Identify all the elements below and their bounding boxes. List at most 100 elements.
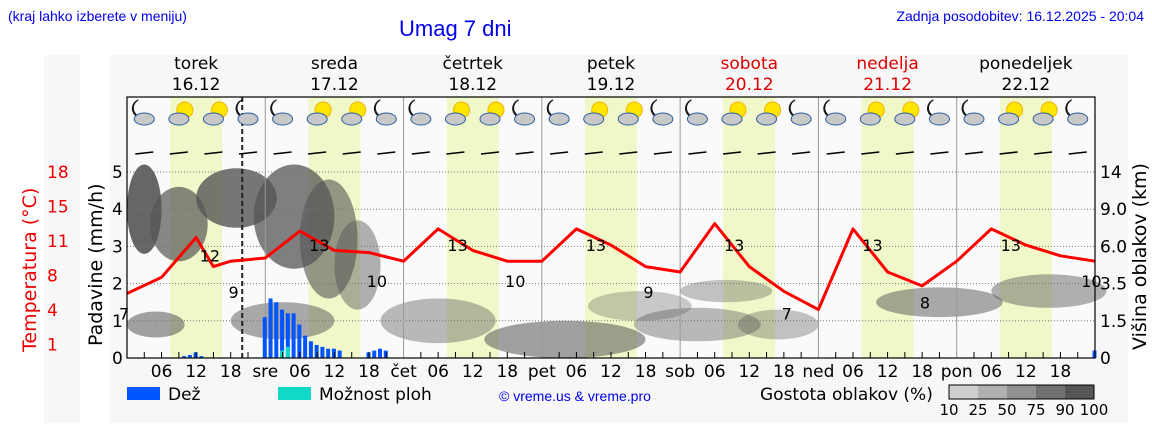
cloud-icon xyxy=(479,112,501,126)
cloud-icon xyxy=(583,112,605,126)
temperature-label: 7 xyxy=(119,304,129,323)
hour-tick: 06 xyxy=(842,362,864,382)
cloud-density-scale-tick: 75 xyxy=(1026,401,1045,419)
temperature-label: 8 xyxy=(920,294,930,313)
cloud-icon xyxy=(237,112,259,126)
hour-tick: 12 xyxy=(324,362,346,382)
temperature-label: 7 xyxy=(782,304,792,323)
cloud-density-scale-tick: 25 xyxy=(968,401,987,419)
precip-tick: 1 xyxy=(112,312,123,332)
rain-bar xyxy=(320,346,325,358)
page-title: Umag 7 dni xyxy=(399,16,512,41)
rain-bar xyxy=(291,313,296,358)
wind-barb-icon xyxy=(1034,151,1053,155)
day-date: 19.12 xyxy=(587,75,636,95)
wind-barb-icon xyxy=(169,151,188,155)
showers-legend-label: Možnost ploh xyxy=(319,385,432,405)
cloud-density-swatch xyxy=(1036,385,1065,399)
cloud-height-axis-title: Višina oblakov (km) xyxy=(1129,163,1151,350)
cloud-height-tick: 6.0 xyxy=(1100,237,1127,257)
copyright-text: © vreme.us & vreme.pro xyxy=(499,388,651,404)
wind-barb-icon xyxy=(273,151,292,155)
rain-bar xyxy=(187,355,192,358)
hour-tick: 18 xyxy=(635,362,657,382)
daylight-band xyxy=(585,97,637,358)
day-name: četrtek xyxy=(442,54,503,74)
day-name: nedelja xyxy=(856,54,918,74)
day-date: 18.12 xyxy=(448,75,497,95)
rain-bar xyxy=(337,350,342,358)
precip-tick: 2 xyxy=(112,275,123,295)
hour-tick: 12 xyxy=(1015,362,1037,382)
cloud-icon xyxy=(894,112,916,126)
precip-tick: 3 xyxy=(112,237,123,257)
precip-tick: 0 xyxy=(112,349,123,369)
cloud-density-swatch xyxy=(949,385,978,399)
rain-bar xyxy=(378,348,383,358)
hour-tick: 18 xyxy=(358,362,380,382)
cloud-height-tick: 3.5 xyxy=(1100,275,1127,295)
cloud-patch xyxy=(484,320,646,358)
temperature-axis-title: Temperatura (°C) xyxy=(19,188,41,353)
temperature-label: 13 xyxy=(862,236,882,255)
rain-bar xyxy=(274,302,279,358)
cloud-density-scale-tick: 50 xyxy=(997,401,1016,419)
day-date: 17.12 xyxy=(310,75,359,95)
cloud-density-swatch xyxy=(978,385,1007,399)
cloud-icon xyxy=(410,112,432,126)
day-name: ponedeljek xyxy=(979,54,1073,74)
cloud-icon xyxy=(928,112,950,126)
wind-barb-icon xyxy=(688,151,707,155)
hour-tick: 12 xyxy=(462,362,484,382)
daylight-band xyxy=(999,97,1052,358)
cloud-icon xyxy=(652,112,674,126)
temperature-label: 9 xyxy=(643,283,653,302)
cloud-patch xyxy=(634,307,761,342)
rain-bar xyxy=(262,317,267,358)
wind-barb-icon xyxy=(861,151,880,155)
cloud-patch xyxy=(587,291,692,321)
cloud-icon xyxy=(306,112,328,126)
day-abbr-tick: ned xyxy=(802,362,834,382)
day-date: 20.12 xyxy=(725,75,774,95)
cloud-icon xyxy=(790,112,812,126)
cloud-density-scale-tick: 10 xyxy=(939,401,958,419)
cloud-icon xyxy=(341,112,363,126)
rain-bar xyxy=(285,313,290,358)
temperature-label: 12 xyxy=(200,247,220,266)
day-date: 22.12 xyxy=(1002,75,1051,95)
wind-barb-icon xyxy=(515,151,534,155)
temperature-label: 9 xyxy=(228,283,238,302)
hour-tick: 12 xyxy=(877,362,899,382)
hour-tick: 18 xyxy=(496,362,518,382)
hour-tick: 06 xyxy=(427,362,449,382)
cloud-density-swatch xyxy=(1065,385,1094,399)
day-name: sobota xyxy=(721,54,779,74)
rain-legend-label: Dež xyxy=(168,385,201,405)
cloud-density-swatch xyxy=(1007,385,1036,399)
temperature-label: 13 xyxy=(586,236,606,255)
temp-tick: 15 xyxy=(47,198,69,218)
wind-barb-icon xyxy=(584,151,603,155)
cloud-height-tick: 9.0 xyxy=(1100,200,1127,220)
cloud-icon xyxy=(998,112,1020,126)
rain-bar xyxy=(199,356,204,358)
rain-bar xyxy=(326,348,331,358)
cloud-icon xyxy=(756,112,778,126)
hour-tick: 12 xyxy=(738,362,760,382)
cloud-icon xyxy=(202,112,224,126)
cloud-icon xyxy=(133,112,155,126)
hour-tick: 06 xyxy=(980,362,1002,382)
wind-barb-icon xyxy=(411,151,430,155)
wind-barb-icon xyxy=(653,151,672,155)
rain-bar xyxy=(182,356,187,358)
temperature-label: 10 xyxy=(367,272,387,291)
hour-tick: 06 xyxy=(289,362,311,382)
day-name: petek xyxy=(587,54,635,74)
temperature-label: 13 xyxy=(447,236,467,255)
cloud-patch xyxy=(876,287,1003,318)
showers-bar xyxy=(285,346,290,358)
showers-legend-swatch xyxy=(278,387,311,400)
cloud-density-legend-label: Gostota oblakov (%) xyxy=(760,385,933,405)
